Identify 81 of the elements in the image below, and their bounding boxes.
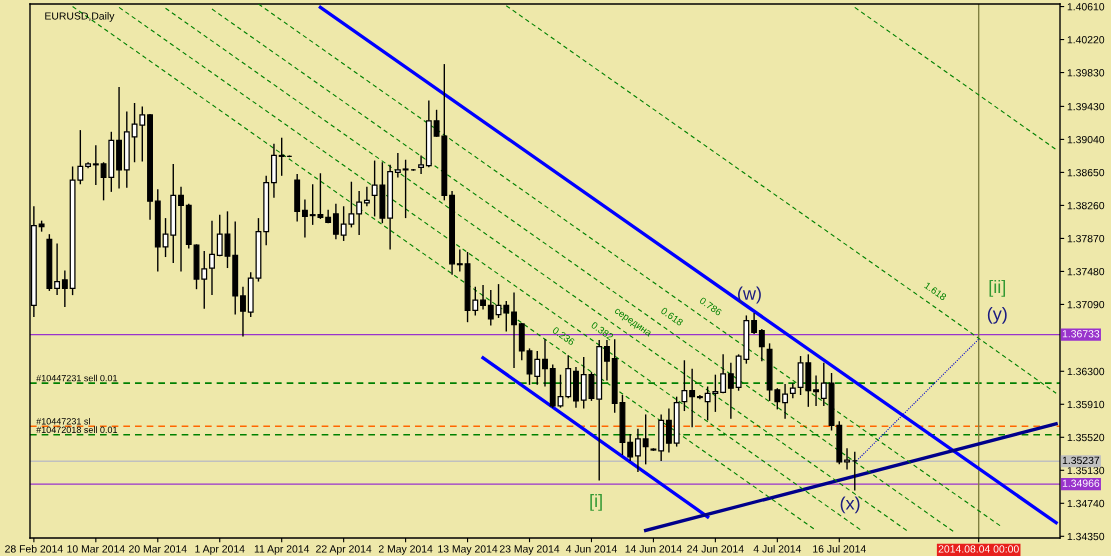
y-tick-label: 1.38260 [1067, 201, 1105, 210]
candlestick [813, 374, 820, 407]
annotation: (w) [738, 286, 761, 304]
candlestick [727, 362, 734, 420]
x-tick-label: 14 Jun 2014 [625, 545, 682, 553]
candlestick [627, 433, 634, 462]
ref-line-label: 1.34966 [1062, 479, 1100, 487]
y-tick-label: 1.34350 [1067, 532, 1105, 541]
x-tick-label: 16 Jul 2014 [813, 544, 866, 553]
candlestick [751, 312, 758, 335]
y-tick-label: 1.37480 [1067, 267, 1105, 276]
annotation: [ii] [989, 279, 1006, 297]
candlestick [456, 248, 463, 273]
x-tick-label: 28 Feb 2014 [5, 544, 63, 553]
candlestick [720, 353, 727, 394]
candlestick [511, 291, 517, 369]
y-tick-label: 1.35520 [1067, 433, 1105, 442]
candlestick [240, 285, 246, 338]
y-tick-label: 1.39830 [1067, 69, 1105, 77]
candlestick [61, 269, 68, 308]
candlestick [178, 186, 184, 273]
x-tick-label: 13 May 2014 [438, 545, 498, 555]
candlestick [534, 350, 541, 386]
candlestick [689, 368, 696, 428]
candlestick [480, 284, 486, 311]
candlestick [92, 144, 99, 186]
candlestick [782, 383, 789, 420]
candlestick [542, 338, 548, 388]
candlestick [363, 186, 370, 207]
y-tick-label: 1.37090 [1067, 300, 1105, 309]
y-tick-label: 1.38650 [1067, 168, 1105, 177]
x-tick-label: 22 Apr 2014 [316, 545, 372, 555]
ref-line-label: #10472018 sell 0.01 [36, 426, 118, 433]
candlestick [557, 373, 564, 409]
candlestick [301, 198, 308, 239]
annotation: (x) [840, 496, 860, 514]
annotation: (y) [987, 306, 1007, 324]
y-tick-label: 1.39040 [1067, 135, 1105, 144]
candlestick [216, 214, 223, 257]
y-tick-label: 1.35130 [1067, 466, 1105, 475]
candlestick [634, 428, 641, 473]
ref-line-label: #10447231 sl [36, 417, 90, 425]
x-tick-label: 20 Mar 2014 [129, 545, 187, 553]
candlestick [665, 407, 672, 454]
text: EURUSD,Daily [45, 12, 115, 22]
candlestick [758, 328, 765, 362]
candlestick [201, 250, 208, 310]
x-tick-label: 23 May 2014 [499, 545, 560, 555]
x-tick-label: 24 Jun 2014 [687, 545, 744, 553]
candlestick [54, 242, 61, 296]
y-tick-label: 1.39430 [1067, 102, 1105, 111]
y-tick-label: 1.34740 [1067, 499, 1105, 508]
y-tick-label: 1.40610 [1067, 3, 1105, 11]
x-tick-label: 2 May 2014 [378, 545, 433, 555]
ref-line-label: 1.36733 [1062, 330, 1100, 338]
annotation: [i] [590, 494, 602, 511]
x-tick-label: 2014.08.04 00:00 [938, 545, 1019, 553]
candlestick [844, 447, 850, 471]
candlestick [332, 203, 339, 240]
x-tick-label: 10 Mar 2014 [67, 545, 125, 553]
candlestick [604, 339, 610, 382]
y-tick-label: 1.36300 [1067, 367, 1105, 376]
candlestick [356, 190, 363, 236]
ref-line-label: #10447231 sell 0.01 [36, 374, 118, 382]
y-tick-label: 1.35910 [1067, 400, 1105, 409]
candlestick [394, 152, 401, 179]
x-tick-label: 1 Apr 2014 [195, 545, 245, 555]
candlestick [418, 154, 425, 175]
candlestick [487, 289, 494, 327]
ref-line-label: 1.35237 [1062, 456, 1100, 465]
candlestick [820, 362, 827, 407]
candlestick [681, 359, 688, 412]
candlestick [278, 137, 285, 177]
x-tick-label: 4 Jun 2014 [565, 545, 617, 553]
candlestick [209, 219, 215, 296]
candlestick [402, 159, 409, 219]
y-tick-label: 1.37870 [1067, 234, 1105, 243]
x-tick-label: 11 Apr 2014 [254, 545, 310, 555]
x-tick-label: 4 Jul 2014 [753, 544, 802, 553]
candlestick [642, 413, 649, 466]
y-tick-label: 1.40220 [1067, 36, 1105, 44]
